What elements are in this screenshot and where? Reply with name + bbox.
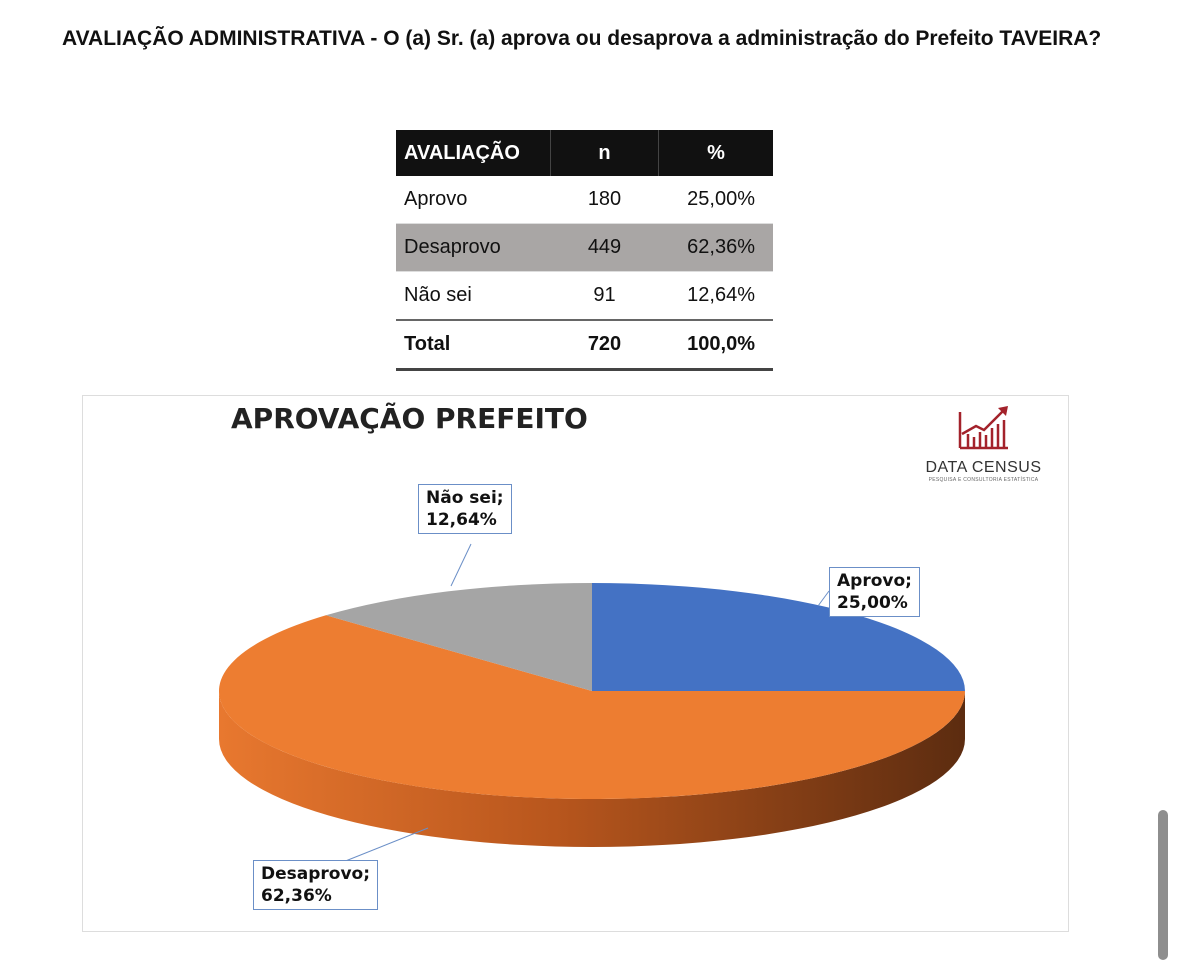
slice-desaprovo [219,615,965,799]
label-nao-sei: Não sei; 12,64% [418,484,512,534]
label-value: 62,36% [261,886,332,906]
label-name: Não sei; [426,488,504,508]
leader-line [450,543,472,587]
label-name: Desaprovo; [261,864,371,884]
col-header-n: n [550,130,659,176]
table-row: Desaprovo 449 62,36% [396,223,773,272]
cell: Aprovo [396,176,551,224]
cell: Total [396,319,551,371]
cell: 25,00% [658,176,773,224]
table-row: Aprovo 180 25,00% [396,176,773,224]
scrollbar[interactable] [1158,810,1168,960]
cell: 449 [550,223,659,272]
label-value: 25,00% [837,593,908,613]
question-title: AVALIAÇÃO ADMINISTRATIVA - O (a) Sr. (a)… [62,27,1102,50]
cell: Não sei [396,271,551,321]
label-aprovo: Aprovo; 25,00% [829,567,920,617]
logo-name: DATA CENSUS [925,459,1042,476]
logo-tagline: PESQUISA E CONSULTORIA ESTATÍSTICA [928,477,1039,483]
table-row: Não sei 91 12,64% [396,271,773,321]
label-desaprovo: Desaprovo; 62,36% [253,860,379,910]
results-table: AVALIAÇÃO n % Aprovo 180 25,00% Desaprov… [396,130,773,371]
table-total-row: Total 720 100,0% [396,319,773,371]
label-value: 12,64% [426,510,497,530]
cell: Desaprovo [396,223,551,272]
logo-chart-icon [958,406,1008,450]
col-header-percent: % [658,130,773,176]
cell: 12,64% [658,271,773,321]
cell: 720 [550,319,659,371]
pie-side-desaprovo [219,691,965,847]
pie-svg [219,543,965,863]
table-header: AVALIAÇÃO n % [396,130,773,176]
cell: 100,0% [658,319,773,371]
cell: 91 [550,271,659,321]
slice-aprovo [592,583,965,691]
leader-line [817,590,830,607]
cell: 180 [550,176,659,224]
data-census-logo: DATA CENSUS PESQUISA E CONSULTORIA ESTAT… [911,404,1056,483]
cell: 62,36% [658,223,773,272]
pie-chart: APROVAÇÃO PREFEITO DATA CENSUS PESQUISA … [82,395,1069,932]
col-header-avaliacao: AVALIAÇÃO [396,130,551,176]
leader-line [342,827,429,863]
slice-nao-sei [325,583,592,691]
chart-title: APROVAÇÃO PREFEITO [231,402,588,435]
label-name: Aprovo; [837,571,912,591]
